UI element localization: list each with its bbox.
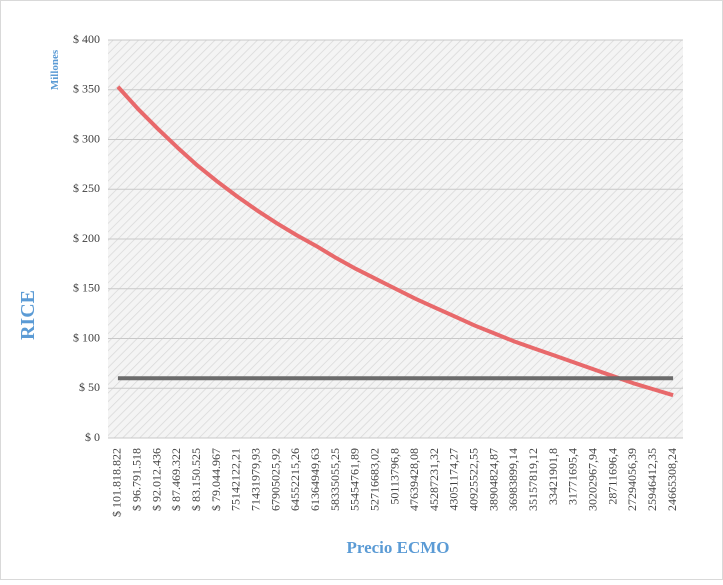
y-tick-label: $ 350 — [73, 82, 100, 96]
x-tick-label: 43051174,27 — [447, 448, 461, 511]
y-tick-label: $ 0 — [85, 430, 100, 444]
x-tick-label: 24665308,24 — [665, 448, 679, 511]
x-tick-label: 27294056,39 — [625, 448, 639, 511]
x-tick-label: 30202967,94 — [586, 448, 600, 511]
x-tick-label: $ 83.150.525 — [189, 448, 203, 511]
y-tick-label: $ 250 — [73, 181, 100, 195]
x-tick-label: 40925522,55 — [467, 448, 481, 511]
y-unit: Millones — [49, 49, 61, 90]
x-tick-label: 67905025,92 — [268, 448, 282, 511]
x-tick-label: 58335055,25 — [328, 448, 342, 511]
x-tick-label: 45287231,32 — [427, 448, 441, 511]
y-tick-label: $ 150 — [73, 281, 100, 295]
x-tick-label: 71431979,93 — [248, 448, 262, 511]
x-tick-label: $ 101.818.822 — [110, 448, 124, 517]
x-axis-title: Precio ECMO — [346, 538, 449, 557]
x-tick-label: $ 87.469.322 — [169, 448, 183, 511]
x-tick-label: 61364949,63 — [308, 448, 322, 511]
y-axis-title: RICE — [17, 290, 39, 340]
x-tick-label: 75142122,21 — [229, 448, 243, 511]
x-tick-label: 25946412,35 — [645, 448, 659, 511]
x-tick-label: 55454761,89 — [348, 448, 362, 511]
x-tick-label: $ 92.012.436 — [149, 448, 163, 511]
x-tick-label: 36983899,14 — [506, 448, 520, 511]
x-tick-label: 28711696,4 — [605, 448, 619, 505]
y-tick-label: $ 400 — [73, 32, 100, 46]
x-tick-label: 47639428,08 — [407, 448, 421, 511]
y-tick-label: $ 300 — [73, 131, 100, 145]
series-line — [116, 85, 674, 398]
x-tick-label: $ 96.791.518 — [129, 448, 143, 511]
x-tick-label: 31771695,4 — [566, 448, 580, 505]
y-tick-label: $ 100 — [73, 330, 100, 344]
x-tick-label: 35157819,12 — [526, 448, 540, 511]
x-tick-label: 38904824,87 — [486, 448, 500, 511]
y-tick-label: $ 200 — [73, 231, 100, 245]
y-tick-label: $ 50 — [79, 380, 100, 394]
x-tick-label: 64552215,26 — [288, 448, 302, 511]
x-tick-label: 52716683,02 — [367, 448, 381, 511]
x-tick-label: 33421901,8 — [546, 448, 560, 505]
x-tick-label: 50113796,8 — [387, 448, 401, 505]
x-tick-label: $ 79.044.967 — [209, 448, 223, 511]
